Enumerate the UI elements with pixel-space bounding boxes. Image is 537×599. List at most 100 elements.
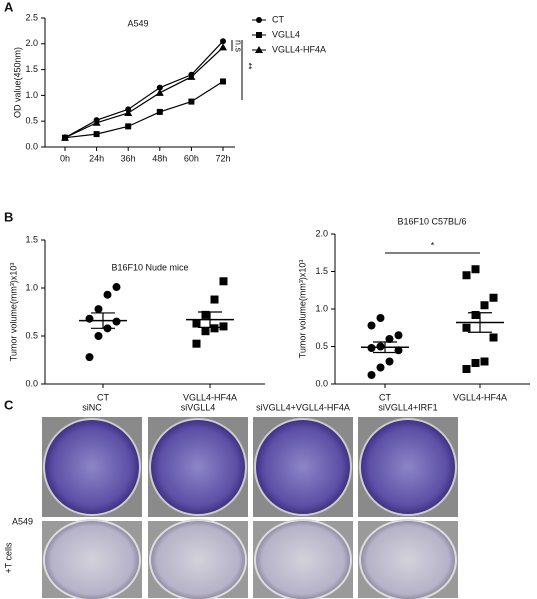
marker	[480, 301, 489, 310]
marker	[94, 332, 103, 340]
marker	[93, 131, 100, 138]
x-tick-label: CT	[379, 392, 391, 402]
marker	[94, 305, 103, 314]
well	[254, 519, 352, 599]
y-tick-label: 0.5	[25, 116, 38, 126]
well	[254, 418, 352, 516]
row-label: +T cells	[3, 542, 13, 574]
chart-title: B16F10 Nude mice	[111, 262, 188, 272]
marker	[210, 324, 219, 333]
y-tick-label: 0.0	[25, 141, 38, 151]
marker	[85, 314, 94, 323]
chart-title: A549	[127, 18, 148, 28]
marker	[385, 335, 394, 343]
legend-label: CT	[272, 14, 284, 24]
marker	[155, 88, 164, 96]
x-tick-label: 0h	[60, 153, 70, 163]
panel-label: C	[4, 397, 14, 412]
y-axis-label: OD value(450nm)	[12, 47, 22, 118]
marker	[103, 290, 112, 299]
marker	[92, 118, 101, 126]
marker	[367, 321, 376, 330]
legend-label: VGLL4-HF4A	[272, 44, 326, 54]
marker	[462, 271, 471, 280]
y-tick-label: 1.0	[25, 90, 38, 100]
y-tick-label: 0.5	[25, 330, 38, 340]
marker	[156, 84, 163, 91]
marker	[471, 265, 480, 274]
marker	[192, 339, 201, 348]
marker	[376, 363, 385, 372]
well	[359, 519, 457, 599]
chart-title: B16F10 C57BL/6	[397, 216, 466, 226]
panel-label: B	[4, 209, 13, 224]
x-tick-label: CT	[97, 392, 109, 402]
marker	[471, 311, 480, 319]
x-tick-label: VGLL4-HF4A	[183, 392, 237, 402]
panel-label: A	[4, 0, 14, 14]
marker	[471, 359, 480, 367]
marker	[219, 277, 228, 286]
y-tick-label: 1.5	[25, 64, 38, 74]
marker	[480, 357, 489, 366]
marker	[220, 78, 226, 85]
well	[149, 418, 247, 516]
marker	[256, 32, 262, 38]
marker	[219, 43, 227, 51]
marker	[210, 295, 219, 304]
y-tick-label: 2.0	[315, 228, 328, 238]
x-tick-label: VGLL4-HF4A	[453, 392, 507, 402]
well	[43, 519, 141, 599]
y-tick-label: 2.0	[25, 38, 38, 48]
error-bar	[468, 312, 492, 333]
error-bar	[198, 311, 222, 328]
y-tick-label: 1.0	[25, 282, 38, 292]
marker	[367, 371, 376, 379]
y-axis-label: Tumor volume(mm³)x10³	[8, 263, 18, 362]
annotation: *	[431, 240, 435, 250]
series-line	[64, 46, 224, 139]
row-label: A549	[12, 516, 33, 526]
annotation: n.s	[234, 40, 244, 53]
series-line	[64, 40, 224, 139]
y-tick-label: 0.0	[25, 378, 38, 388]
marker	[489, 333, 498, 342]
marker	[125, 123, 132, 130]
x-tick-label: 36h	[121, 153, 136, 163]
x-tick-label: 72h	[215, 153, 230, 163]
error-bar	[91, 312, 115, 329]
series-line	[64, 80, 224, 139]
marker	[201, 327, 210, 336]
annotation: **	[244, 62, 254, 70]
x-tick-label: 24h	[89, 153, 104, 163]
y-tick-label: 1.5	[315, 266, 328, 276]
y-tick-label: 0.0	[315, 378, 328, 388]
marker	[219, 322, 228, 331]
legend-label: VGLL4	[272, 29, 300, 39]
y-tick-label: 1.5	[25, 234, 38, 244]
marker	[462, 365, 471, 373]
well	[149, 519, 247, 599]
well	[359, 418, 457, 516]
column-label: siVGLL4+IRF1	[378, 402, 437, 412]
marker	[255, 46, 263, 53]
x-tick-label: 48h	[152, 153, 167, 163]
column-label: siNC	[82, 402, 102, 412]
marker	[187, 72, 196, 80]
marker	[112, 283, 121, 292]
column-label: siVGLL4	[181, 402, 216, 412]
y-tick-label: 2.5	[25, 12, 38, 22]
marker	[220, 38, 226, 45]
marker	[489, 293, 498, 302]
marker	[385, 357, 394, 366]
marker	[192, 319, 201, 328]
well	[43, 418, 141, 516]
y-axis-label: Tumor volume(mm³)x10³	[297, 260, 307, 359]
marker	[112, 317, 121, 326]
y-tick-label: 0.5	[315, 341, 328, 351]
marker	[124, 108, 133, 116]
y-tick-label: 1.0	[315, 303, 328, 313]
marker	[61, 133, 69, 141]
marker	[256, 17, 262, 23]
